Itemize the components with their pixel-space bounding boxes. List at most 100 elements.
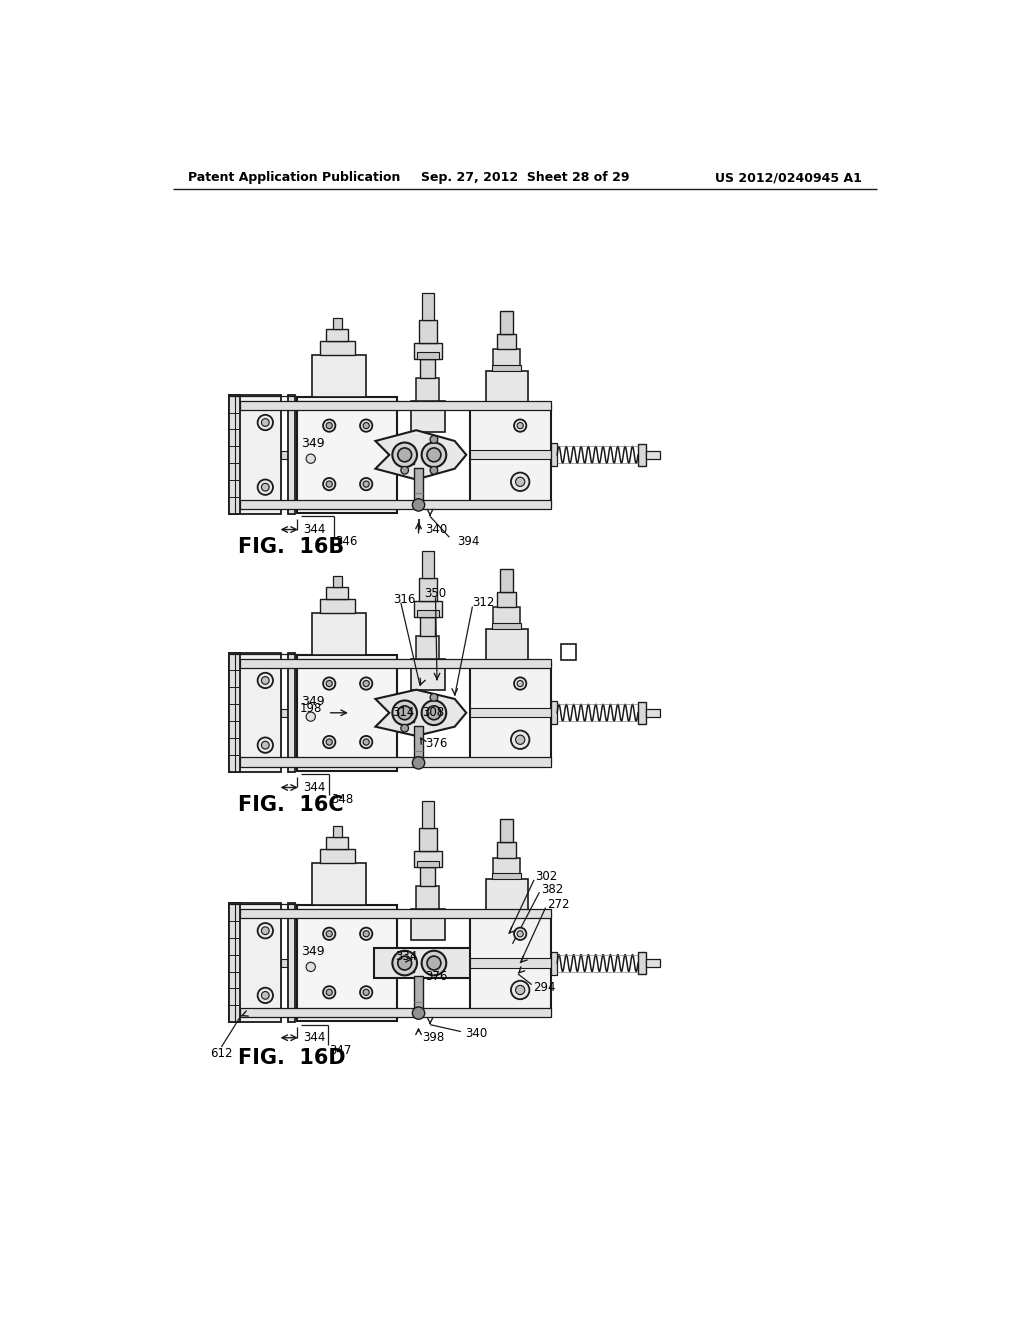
Bar [333,318,342,329]
Circle shape [422,442,446,467]
Bar [494,607,520,628]
Bar [297,906,397,1020]
Text: Sep. 27, 2012  Sheet 28 of 29: Sep. 27, 2012 Sheet 28 of 29 [421,172,629,185]
Circle shape [258,479,273,495]
Bar [470,450,551,459]
Text: 316: 316 [393,593,416,606]
Circle shape [364,422,370,429]
Bar [297,655,397,771]
Bar [646,709,659,717]
Bar [497,334,516,350]
Text: 382: 382 [541,883,563,896]
Bar [494,350,520,371]
Bar [551,701,557,725]
Bar [295,401,398,407]
Circle shape [514,928,526,940]
Circle shape [514,420,526,432]
Bar [319,599,354,612]
Bar [638,444,646,466]
Circle shape [360,928,373,940]
Bar [240,499,551,508]
Circle shape [364,931,370,937]
Circle shape [326,480,333,487]
Bar [646,451,659,459]
Text: 398: 398 [422,1031,444,1044]
Circle shape [323,986,336,998]
Text: 344: 344 [303,781,326,795]
Bar [229,395,240,515]
Bar [470,958,551,968]
Circle shape [323,737,336,748]
Circle shape [306,711,315,721]
Circle shape [360,986,373,998]
Circle shape [326,681,333,686]
Text: 376: 376 [425,737,447,750]
Circle shape [392,701,417,725]
Bar [326,329,348,341]
Bar [411,401,444,432]
Bar [326,837,348,849]
Bar [638,952,646,974]
Bar [297,397,397,512]
Polygon shape [376,689,466,737]
Bar [422,293,434,321]
Circle shape [430,693,438,701]
Circle shape [517,422,523,429]
Circle shape [427,447,441,462]
Bar [497,842,516,858]
Circle shape [397,706,412,719]
Bar [240,1007,551,1016]
Text: FIG.  16D: FIG. 16D [239,1048,346,1068]
Bar [470,913,551,1012]
Bar [282,451,291,459]
Bar [288,903,295,1022]
Circle shape [514,677,526,689]
Circle shape [323,677,336,689]
Bar [229,653,282,772]
Circle shape [261,927,269,935]
Text: 334: 334 [395,950,418,964]
Bar [288,395,295,515]
Bar [416,636,439,659]
Circle shape [258,673,273,688]
Bar [500,312,513,334]
Text: 340: 340 [425,523,446,536]
Bar [295,503,398,508]
Text: 349: 349 [301,945,325,958]
Bar [417,861,438,867]
Circle shape [422,950,446,975]
Bar [282,960,291,966]
Circle shape [326,422,333,429]
Bar [333,826,342,837]
Bar [295,760,398,767]
Bar [419,829,437,851]
Bar [414,726,423,763]
Bar [551,444,557,466]
Circle shape [258,923,273,939]
Circle shape [511,730,529,748]
Polygon shape [376,430,466,479]
Text: 612: 612 [210,1047,232,1060]
Circle shape [392,950,417,975]
Bar [470,405,551,504]
Text: 344: 344 [303,523,326,536]
Bar [319,849,354,863]
Bar [411,659,444,689]
Circle shape [323,420,336,432]
Bar [492,623,521,628]
Bar [422,552,434,578]
Bar [374,948,474,978]
Circle shape [360,737,373,748]
Text: 314: 314 [392,706,415,719]
Circle shape [397,447,412,462]
Text: 294: 294 [534,981,556,994]
Circle shape [517,931,523,937]
Bar [414,469,423,506]
Bar [229,903,282,1022]
Bar [417,352,438,359]
Bar [229,903,240,1022]
Text: 347: 347 [330,1044,351,1056]
Text: 348: 348 [332,793,353,807]
Bar [470,708,551,718]
Bar [414,601,441,616]
